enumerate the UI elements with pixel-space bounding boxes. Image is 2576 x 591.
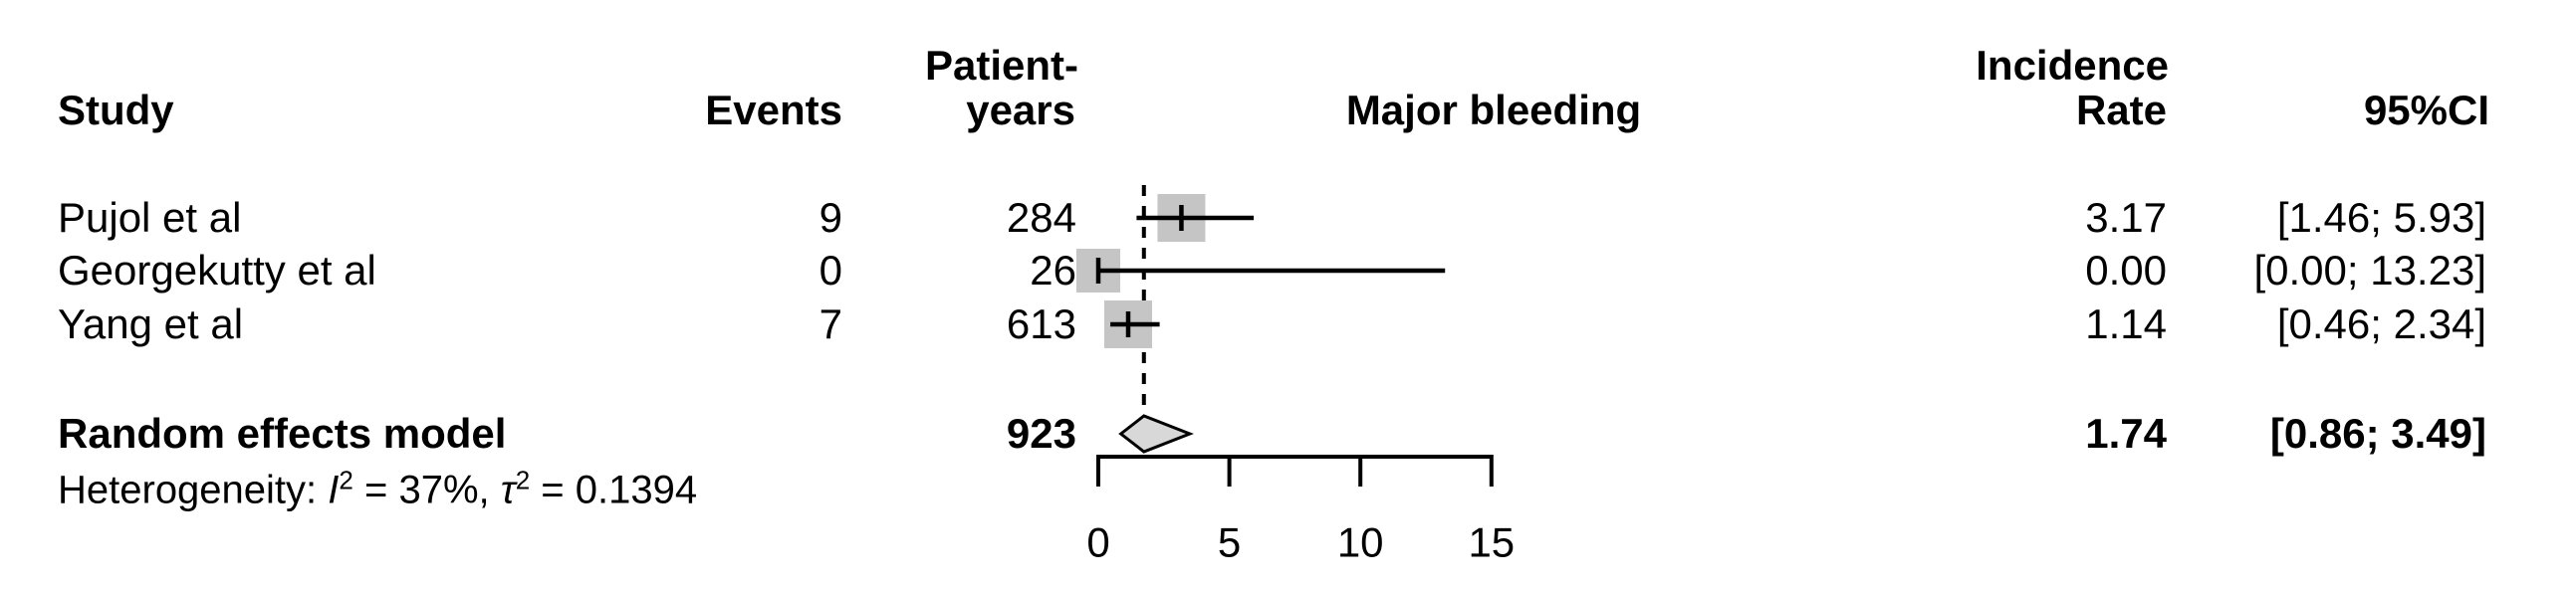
study-ci: [0.46; 2.34] (2276, 300, 2486, 347)
study-patient-years: 613 (1006, 300, 1076, 347)
header-incidence-line2: Rate (2075, 87, 2167, 133)
x-axis-tick-label: 5 (1218, 519, 1241, 566)
header-incidence-line1: Incidence (1976, 42, 2169, 89)
header-plot-title: Major bleeding (1345, 87, 1642, 133)
pooled-ci: [0.86; 3.49] (2269, 410, 2486, 457)
header-events: Events (705, 87, 842, 133)
heterogeneity-suffix: = 0.1394 (530, 468, 698, 512)
study-events: 0 (819, 247, 842, 294)
header-study: Study (58, 87, 174, 133)
pooled-diamond (1118, 414, 1194, 454)
study-patient-years: 284 (1006, 194, 1076, 241)
study-rate: 0.00 (2085, 247, 2167, 294)
study-name: Georgekutty et al (58, 247, 376, 294)
header-patient-years-line1: Patient- (924, 42, 1078, 89)
tau-squared-exponent: 2 (515, 465, 531, 495)
x-axis-tick-label: 15 (1468, 519, 1515, 566)
study-ci: [1.46; 5.93] (2276, 194, 2486, 241)
pooled-label: Random effects model (58, 410, 507, 457)
x-axis-tick-label: 0 (1086, 519, 1109, 566)
i-squared-symbol: I (328, 468, 340, 512)
study-patient-years: 26 (1030, 247, 1076, 294)
study-rate: 1.14 (2085, 300, 2167, 347)
header-ci: 95%CI (2363, 87, 2489, 133)
pooled-rate: 1.74 (2085, 410, 2167, 457)
study-ci: [0.00; 13.23] (2253, 247, 2486, 294)
study-rate: 3.17 (2085, 194, 2167, 241)
x-axis-tick-label: 10 (1337, 519, 1384, 566)
header-patient-years-line2: years (966, 87, 1075, 133)
tau-squared-symbol: τ (500, 468, 516, 512)
pooled-patient-years: 923 (1006, 410, 1076, 457)
heterogeneity-prefix: Heterogeneity: (58, 468, 329, 512)
heterogeneity-middle: = 37%, (352, 468, 501, 512)
study-events: 7 (819, 300, 842, 347)
study-name: Yang et al (58, 300, 244, 347)
heterogeneity-note: Heterogeneity: I2 = 37%, τ2 = 0.1394 (58, 468, 697, 510)
study-events: 9 (819, 194, 842, 241)
i-squared-exponent: 2 (339, 465, 353, 495)
study-name: Pujol et al (58, 194, 242, 241)
